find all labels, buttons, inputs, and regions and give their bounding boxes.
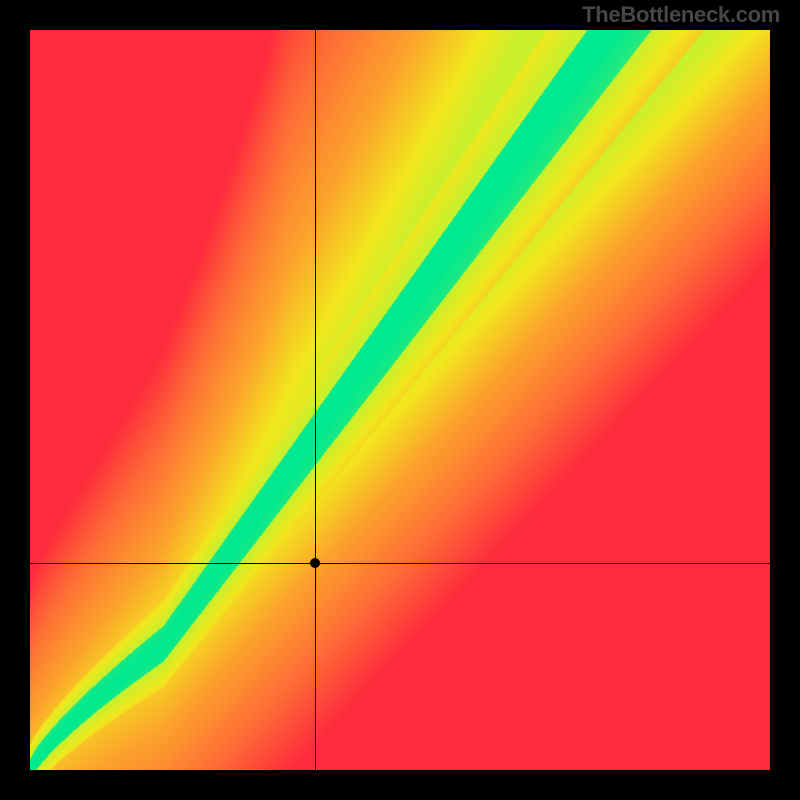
plot-area	[30, 30, 770, 770]
crosshair-vertical	[315, 30, 316, 770]
heatmap-canvas	[30, 30, 770, 770]
chart-frame	[0, 0, 800, 800]
crosshair-horizontal	[30, 563, 770, 564]
data-point-marker	[310, 558, 320, 568]
watermark-text: TheBottleneck.com	[582, 2, 780, 28]
